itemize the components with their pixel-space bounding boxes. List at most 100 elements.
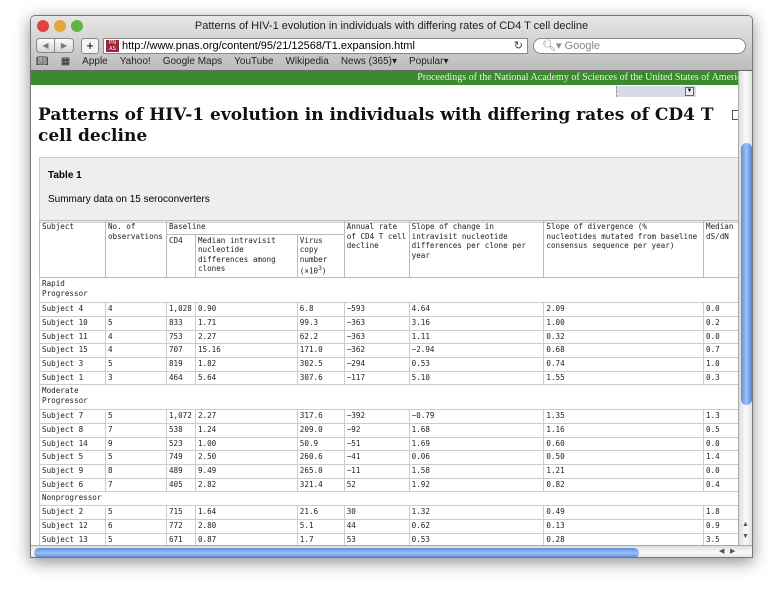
cell-subject: Subject 11 xyxy=(39,329,106,345)
dropdown-arrow-icon[interactable]: ▼ xyxy=(685,87,694,96)
header-subject: Subject xyxy=(39,219,106,279)
search-input[interactable]: 🔍︎▾ Google xyxy=(533,38,746,54)
bookmark-apple[interactable]: Apple xyxy=(82,56,108,67)
cell-slope-change: −2.94 xyxy=(408,343,545,358)
bookmark-news[interactable]: News (365)▾ xyxy=(340,56,397,67)
cell-median-differences: 1.24 xyxy=(194,423,298,438)
forward-button[interactable]: ▶ xyxy=(55,38,74,53)
cell-annual-rate: −11 xyxy=(343,464,410,479)
cell-annual-rate: −92 xyxy=(343,423,410,438)
data-table: Subject No. of observations Baseline Ann… xyxy=(39,219,738,545)
vertical-scrollbar[interactable]: ▲ ▼ xyxy=(738,71,752,545)
cell-observations: 5 xyxy=(104,505,167,521)
cell-cd4: 405 xyxy=(165,477,196,493)
scroll-left-arrow-icon[interactable]: ◀ xyxy=(719,548,725,555)
cell-divergence: 2.09 xyxy=(543,302,705,317)
cell-divergence: 0.49 xyxy=(543,505,705,521)
table-row: Subject 5 5 749 2.50 260.6 −41 0.06 0.50 1.4 xyxy=(39,450,738,466)
dropdown-box[interactable]: ▼ xyxy=(616,86,696,97)
top-sites-grid-icon[interactable]: ▦ xyxy=(60,56,71,67)
cell-annual-rate: −51 xyxy=(343,436,410,452)
cell-slope-change: 0.53 xyxy=(408,356,545,372)
header-median: Median intravisit nucleotide differences… xyxy=(194,233,298,279)
cell-median-differences: 2.80 xyxy=(194,519,298,534)
horizontal-scrollbar[interactable]: ◀ ▶ xyxy=(31,545,752,557)
cell-divergence: 0.32 xyxy=(543,329,705,345)
cell-divergence: 1.21 xyxy=(543,464,705,479)
cell-slope-change: −0.79 xyxy=(408,409,545,425)
cell-virus-copy: 6.8 xyxy=(296,302,345,317)
scroll-right-arrow-icon[interactable]: ▶ xyxy=(730,548,736,555)
cell-subject: Subject 6 xyxy=(39,477,106,493)
cell-median-differences: 1.00 xyxy=(194,436,298,452)
cell-dsdn: 1.0 xyxy=(703,356,738,372)
cell-subject: Subject 14 xyxy=(39,436,106,452)
bookmarks-book-icon[interactable]: 📖︎ xyxy=(36,56,49,67)
cell-observations: 7 xyxy=(104,423,167,438)
back-button[interactable]: ◀ xyxy=(36,38,55,53)
pnas-banner: Proceedings of the National Academy of S… xyxy=(31,71,738,85)
table-row: Subject 15 4 707 15.16 171.0 −362 −2.94 0.68 0.7 xyxy=(39,343,738,358)
table-row: Subject 14 9 523 1.00 50.9 −51 1.69 0.60 0.0 xyxy=(39,436,738,452)
cell-median-differences: 1.64 xyxy=(194,505,298,521)
cell-cd4: 707 xyxy=(165,343,196,358)
window-title: Patterns of HIV-1 evolution in individua… xyxy=(194,20,589,32)
header-virus: Virus copy number (×103) xyxy=(296,233,345,279)
cell-slope-change: 4.64 xyxy=(408,302,545,317)
cell-subject: Subject 1 xyxy=(39,370,106,386)
bookmark-wikipedia[interactable]: Wikipedia xyxy=(285,56,329,67)
cell-subject: Subject 13 xyxy=(39,532,106,545)
cell-observations: 5 xyxy=(104,356,167,372)
cell-dsdn: 0.5 xyxy=(703,423,738,438)
cell-virus-copy: 21.6 xyxy=(296,505,345,521)
cell-subject: Subject 2 xyxy=(39,505,106,521)
address-bar[interactable]: PN AS http://www.pnas.org/content/95/21/1… xyxy=(103,38,528,54)
add-bookmark-button[interactable]: + xyxy=(81,38,99,54)
cell-divergence: 0.13 xyxy=(543,519,705,534)
bookmark-yahoo[interactable]: Yahoo! xyxy=(119,56,151,67)
checkbox[interactable] xyxy=(732,110,738,120)
scroll-up-arrow-icon[interactable]: ▲ xyxy=(742,521,749,528)
cell-virus-copy: 50.9 xyxy=(296,436,345,452)
cell-cd4: 489 xyxy=(165,464,196,479)
bookmark-youtube[interactable]: YouTube xyxy=(234,56,274,67)
reload-icon[interactable]: ↻ xyxy=(513,40,523,52)
cell-observations: 3 xyxy=(104,370,167,386)
cell-cd4: 1,072 xyxy=(165,409,196,425)
cell-slope-change: 5.10 xyxy=(408,370,545,386)
group-label: Nonprogressor xyxy=(39,491,106,507)
minimize-button[interactable] xyxy=(54,20,66,32)
cell-cd4: 833 xyxy=(165,315,196,331)
cell-median-differences: 0.87 xyxy=(194,532,298,545)
cell-subject: Subject 4 xyxy=(39,302,106,317)
cell-slope-change: 1.68 xyxy=(408,423,545,438)
table-row: Subject 4 4 1,028 0.90 6.8 −593 4.64 2.09 0.0 xyxy=(39,302,738,317)
table-row: Subject 2 5 715 1.64 21.6 30 1.32 0.49 1.8 xyxy=(39,505,738,521)
close-button[interactable] xyxy=(37,20,49,32)
cell-median-differences: 0.90 xyxy=(194,302,298,317)
cell-divergence: 1.00 xyxy=(543,315,705,331)
cell-median-differences: 2.27 xyxy=(194,329,298,345)
cell-median-differences: 1.82 xyxy=(194,356,298,372)
cell-slope-change: 1.11 xyxy=(408,329,545,345)
cell-cd4: 1,028 xyxy=(165,302,196,317)
cell-annual-rate: −362 xyxy=(343,343,410,358)
cell-dsdn: 1.8 xyxy=(703,505,738,521)
scroll-down-arrow-icon[interactable]: ▼ xyxy=(742,533,749,540)
cell-observations: 9 xyxy=(104,436,167,452)
cell-virus-copy: 302.5 xyxy=(296,356,345,372)
zoom-button[interactable] xyxy=(71,20,83,32)
horizontal-scroll-thumb[interactable] xyxy=(34,548,639,557)
site-favicon: PN AS xyxy=(106,40,119,52)
cell-subject: Subject 12 xyxy=(39,519,106,534)
header-divergence: Slope of divergence (% nucleotides mutat… xyxy=(543,219,705,279)
cell-dsdn: 0.4 xyxy=(703,477,738,493)
vertical-scroll-thumb[interactable] xyxy=(741,143,752,405)
table-row: Subject 1 3 464 5.64 307.6 −117 5.10 1.55 0.3 xyxy=(39,370,738,386)
bookmark-popular[interactable]: Popular▾ xyxy=(408,56,449,67)
bookmark-google-maps[interactable]: Google Maps xyxy=(162,56,223,67)
cell-annual-rate: −593 xyxy=(343,302,410,317)
cell-annual-rate: −363 xyxy=(343,329,410,345)
cell-virus-copy: 62.2 xyxy=(296,329,345,345)
header-slope-change: Slope of change in intravisit nucleotide… xyxy=(408,219,545,279)
